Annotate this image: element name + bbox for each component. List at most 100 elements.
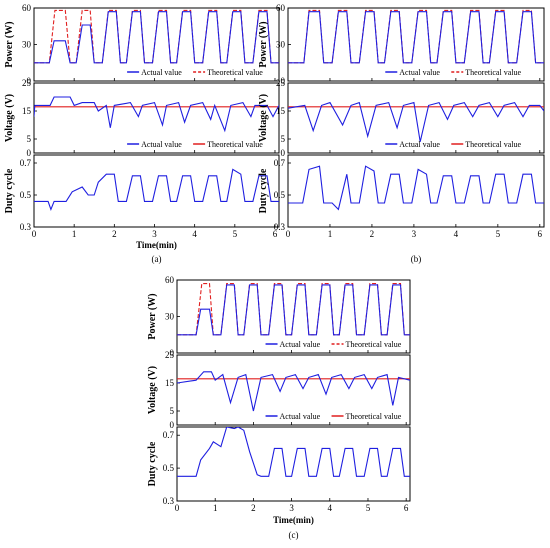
y-axis-label: Power (W) <box>4 21 15 67</box>
actual-series-line <box>177 371 410 412</box>
x-tick-label: 1 <box>72 229 77 239</box>
y-axis-label: Power (W) <box>147 293 158 339</box>
x-tick-label: 5 <box>496 229 501 239</box>
actual-series-line <box>288 165 544 211</box>
x-tick-label: 4 <box>328 503 333 513</box>
y-tick-label: 0.5 <box>274 190 286 200</box>
y-tick-label: 30 <box>165 312 175 322</box>
x-axis-label: Time(min) <box>136 240 177 250</box>
y-tick-label: 5 <box>170 406 175 416</box>
plot-frame <box>176 354 411 426</box>
y-tick-label: 5 <box>27 134 32 144</box>
y-tick-label: 0.7 <box>20 158 32 168</box>
y-axis-label: Duty cycle <box>4 168 15 213</box>
x-tick-label: 4 <box>454 229 459 239</box>
legend-label-theoretical: Theoretical value <box>465 68 521 77</box>
actual-series-line <box>288 11 544 64</box>
x-tick-label: 0 <box>286 229 291 239</box>
y-tick-label: 15 <box>165 378 175 388</box>
x-tick-label: 6 <box>273 229 278 239</box>
legend-label-theoretical: Theoretical value <box>346 340 402 349</box>
y-tick-label: 25 <box>22 78 32 88</box>
x-tick-label: 6 <box>538 229 543 239</box>
x-tick-label: 2 <box>370 229 375 239</box>
actual-series-line <box>288 101 544 142</box>
legend-label-theoretical: Theoretical value <box>346 412 402 421</box>
x-tick-label: 5 <box>233 229 238 239</box>
panel-caption: (b) <box>411 254 422 264</box>
legend: Actual value Theoretical value <box>265 340 402 349</box>
y-tick-label: 15 <box>276 106 286 116</box>
y-tick-label: 25 <box>276 78 286 88</box>
y-tick-label: 0.7 <box>163 430 175 440</box>
subplot-power-c: 0 30 60 Power (W) Actual value Theoretical va… <box>147 275 411 358</box>
x-tick-label: 2 <box>112 229 117 239</box>
subplot-power-a: 0 30 60 Power (W) Actual value Theoretical va… <box>4 3 280 86</box>
legend: Actual value Theoretical value <box>385 68 521 77</box>
plot-frame <box>176 426 411 502</box>
theoretical-series-line <box>177 283 410 336</box>
y-axis-label: Duty cycle <box>258 168 269 213</box>
legend-label-actual: Actual value <box>141 68 182 77</box>
y-tick-label: 5 <box>281 134 286 144</box>
x-tick-label: 3 <box>412 229 417 239</box>
x-tick-label: 6 <box>404 503 409 513</box>
panel-caption: (c) <box>289 530 299 540</box>
plot-frame <box>33 7 280 82</box>
x-tick-label: 0 <box>175 503 180 513</box>
subplot-voltage-b: 0 5 15 25 Voltage (V) Actual value Theoretical… <box>258 78 545 158</box>
y-axis-label: Voltage (V) <box>4 94 15 142</box>
actual-series-line <box>177 427 410 477</box>
legend-label-actual: Actual value <box>141 140 182 149</box>
x-tick-label: 3 <box>289 503 294 513</box>
legend: Actual value Theoretical value <box>385 140 521 149</box>
plot-frame <box>33 82 280 154</box>
x-tick-label: 1 <box>213 503 218 513</box>
y-tick-label: 0.3 <box>274 222 286 232</box>
y-tick-label: 0.7 <box>274 158 286 168</box>
plot-frame <box>33 154 280 228</box>
subplot-duty-c: 0.3 0.5 0.7 0 1 2 3 4 5 6 Duty cycle <box>147 426 411 513</box>
y-tick-label: 0.3 <box>163 496 175 506</box>
actual-series-line <box>34 11 279 64</box>
plot-frame <box>287 154 545 228</box>
y-tick-label: 30 <box>22 40 32 50</box>
y-tick-label: 0.5 <box>20 190 32 200</box>
x-tick-label: 1 <box>328 229 333 239</box>
legend-label-actual: Actual value <box>280 412 321 421</box>
theoretical-series-line <box>288 9 544 64</box>
subplot-duty-b: 0.3 0.5 0.7 0 1 2 3 4 5 6 Duty cycle <box>258 154 545 239</box>
x-axis-label: Time(min) <box>273 515 314 525</box>
y-tick-label: 0 <box>281 148 286 158</box>
legend-label-theoretical: Theoretical value <box>465 140 521 149</box>
legend-label-actual: Actual value <box>399 68 440 77</box>
legend-label-theoretical: Theoretical value <box>207 68 263 77</box>
subplot-voltage-a: 0 5 15 25 Voltage (V) Actual value Theoretical… <box>4 78 280 158</box>
y-tick-label: 0.5 <box>163 463 175 473</box>
y-tick-label: 60 <box>165 275 175 285</box>
panel-caption: (a) <box>152 254 162 264</box>
actual-series-line <box>34 168 279 211</box>
legend: Actual value Theoretical value <box>127 140 263 149</box>
legend: Actual value Theoretical value <box>127 68 263 77</box>
theoretical-series-line <box>34 9 279 64</box>
x-tick-label: 0 <box>32 229 37 239</box>
plot-frame <box>287 7 545 82</box>
actual-series-line <box>177 284 410 336</box>
y-tick-label: 0 <box>281 76 286 86</box>
y-tick-label: 60 <box>276 3 286 13</box>
y-tick-label: 15 <box>22 106 32 116</box>
x-tick-label: 5 <box>366 503 371 513</box>
y-axis-label: Voltage (V) <box>147 366 158 414</box>
legend-label-actual: Actual value <box>399 140 440 149</box>
y-axis-label: Voltage (V) <box>258 94 269 142</box>
y-tick-label: 0 <box>170 420 175 430</box>
x-tick-label: 2 <box>251 503 256 513</box>
subplot-power-b: 0 30 60 Power (W) Actual value Theoretical va… <box>258 3 545 86</box>
y-tick-label: 0 <box>170 348 175 358</box>
